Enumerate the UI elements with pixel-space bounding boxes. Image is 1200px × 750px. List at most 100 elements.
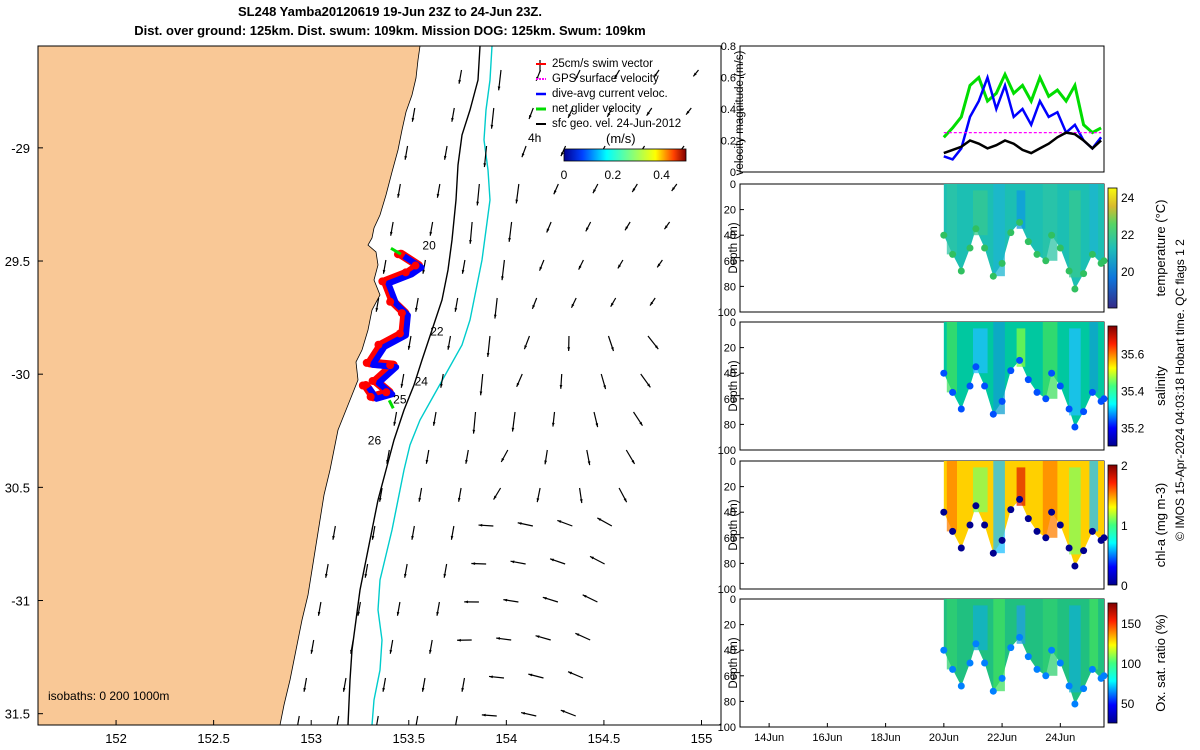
velocity-vector-head — [585, 227, 589, 232]
chlorophyll-bottom-sample — [957, 544, 965, 552]
salinity-y-tick-label: 60 — [724, 394, 736, 406]
temperature-band — [993, 184, 1005, 277]
temperature-colorbar-tick: 24 — [1121, 191, 1135, 205]
salinity-band — [1042, 322, 1058, 399]
salinity-bottom-sample — [1056, 382, 1064, 390]
time-x-tick-label: 18Jun — [871, 732, 901, 744]
salinity-colorbar-tick: 35.4 — [1121, 385, 1145, 399]
oxygen-bottom-sample — [966, 659, 974, 667]
velocity-vector-head — [483, 163, 487, 168]
oxygen-bottom-sample — [1088, 665, 1096, 673]
temperature-y-tick-label: 20 — [724, 205, 736, 217]
velocity-vector-head — [664, 225, 668, 230]
temperature-colorbar-label: temperature (°C) — [1153, 200, 1168, 297]
oxygen-bottom-sample — [1042, 672, 1050, 680]
velocity-vector-head — [461, 687, 465, 692]
oxygen-bottom-sample — [957, 682, 965, 690]
salinity-bottom-sample — [1071, 423, 1079, 431]
temperature-bottom-sample — [1042, 257, 1050, 265]
velocity-vector-head — [479, 391, 483, 396]
salinity-bottom-sample — [1065, 405, 1073, 413]
oxygen-band — [946, 599, 957, 670]
temperature-band — [946, 184, 957, 255]
velocity-vector-head — [646, 111, 650, 116]
velocity-vector-head — [686, 110, 690, 115]
velocity-vector-head — [575, 633, 580, 637]
salinity-y-tick-label: 40 — [724, 368, 736, 380]
velocity-vector-head — [325, 573, 328, 578]
velocity-vector-head — [422, 269, 425, 274]
velocity-vector-head — [332, 535, 335, 540]
chlorophyll-band — [1016, 467, 1026, 506]
velocity-vector-head — [521, 153, 525, 158]
velocity-vector-head — [653, 73, 658, 78]
temperature-bottom-sample — [1033, 250, 1041, 258]
velocity-vector-head — [515, 199, 519, 204]
salinity-bottom-sample — [972, 363, 980, 371]
oxygen-colorbar-tick: 100 — [1121, 657, 1141, 671]
velocity-vector-head — [516, 382, 520, 387]
velocity-vector-head — [457, 497, 461, 502]
salinity-bottom-sample — [1033, 388, 1041, 396]
velocity-vector-head — [614, 74, 618, 79]
time-x-tick-label: 16Jun — [812, 732, 842, 744]
velocity-vector-head — [623, 498, 627, 503]
temperature-colorbar — [1107, 187, 1118, 309]
salinity-bottom-sample — [1042, 395, 1050, 403]
velocity-vector-head — [631, 460, 635, 464]
velocity-vector-head — [560, 152, 564, 157]
salinity-band — [1069, 328, 1081, 416]
swim-marker — [401, 268, 410, 277]
map-x-tick-label: 153.5 — [392, 731, 425, 746]
velocity-vector-head — [536, 498, 540, 503]
temperature-bottom-sample — [972, 225, 980, 233]
salinity-colorbar-label: salinity — [1153, 366, 1168, 406]
swim-marker — [358, 381, 367, 390]
velocity-vector-head — [375, 307, 379, 312]
salinity-band — [1016, 328, 1026, 367]
velocity-vector-head — [350, 649, 353, 654]
temperature-bottom-sample — [1007, 229, 1015, 237]
velocity-vector-head — [493, 314, 497, 319]
velocity-vector-head — [404, 573, 407, 578]
salinity-bottom-sample — [1024, 376, 1032, 384]
legend-entry-swim: 25cm/s swim vector — [552, 58, 653, 70]
velocity-vector-head — [393, 421, 397, 426]
chlorophyll-bottom-sample — [972, 502, 980, 510]
temperature-panel: 0 20 40 60 80 100 Depth (m) 24 22 20 temperature (… — [718, 179, 1168, 319]
temperature-bottom-sample — [1048, 231, 1056, 239]
velocity-vector-head — [469, 239, 472, 244]
velocity-vector-head — [382, 269, 386, 274]
temperature-band — [1016, 190, 1026, 229]
chlorophyll-band — [993, 461, 1005, 554]
chlorophyll-colorbar-tick: 2 — [1121, 459, 1128, 473]
velocity-vector-head — [465, 459, 468, 464]
figure-title-line1: SL248 Yamba20120619 19-Jun 23Z to 24-Jun… — [238, 4, 542, 19]
chlorophyll-bottom-sample — [1100, 534, 1108, 542]
oxygen-bottom-sample — [989, 687, 997, 695]
oxygen-bottom-sample — [1071, 700, 1079, 708]
velocity-vector-head — [415, 307, 418, 312]
salinity-bottom-sample — [998, 397, 1006, 405]
velocity-magnitude-frame — [739, 45, 1105, 173]
velocity-vector-head — [375, 726, 378, 730]
temperature-bottom-sample — [989, 272, 997, 280]
map-y-tick-label: -29 — [11, 141, 30, 156]
temperature-y-tick-label: 80 — [724, 281, 736, 293]
velocity-vector-head — [611, 347, 614, 352]
chlorophyll-colorbar-tick: 1 — [1121, 519, 1128, 533]
map-x-tick-label: 153 — [300, 731, 322, 746]
velocity-vector-head — [508, 237, 511, 242]
chlorophyll-bottom-sample — [1065, 544, 1073, 552]
oxygen-band — [973, 605, 988, 651]
velocity-vector-head — [389, 231, 393, 236]
oxygen-bottom-sample — [949, 665, 957, 673]
map-y-tick-label: 29.5 — [5, 254, 30, 269]
isobath-label: isobaths: 0 200 1000m — [48, 689, 169, 703]
velocity-vector-head — [535, 635, 540, 639]
velocity-vector-head — [559, 384, 563, 389]
velocity-vector-head — [501, 458, 505, 462]
map-x-tick-label: 154.5 — [588, 731, 621, 746]
map-panel: 20 22 24 25 26 152 152.5 153 153.5 154 154.5 155 -… — [5, 45, 722, 746]
